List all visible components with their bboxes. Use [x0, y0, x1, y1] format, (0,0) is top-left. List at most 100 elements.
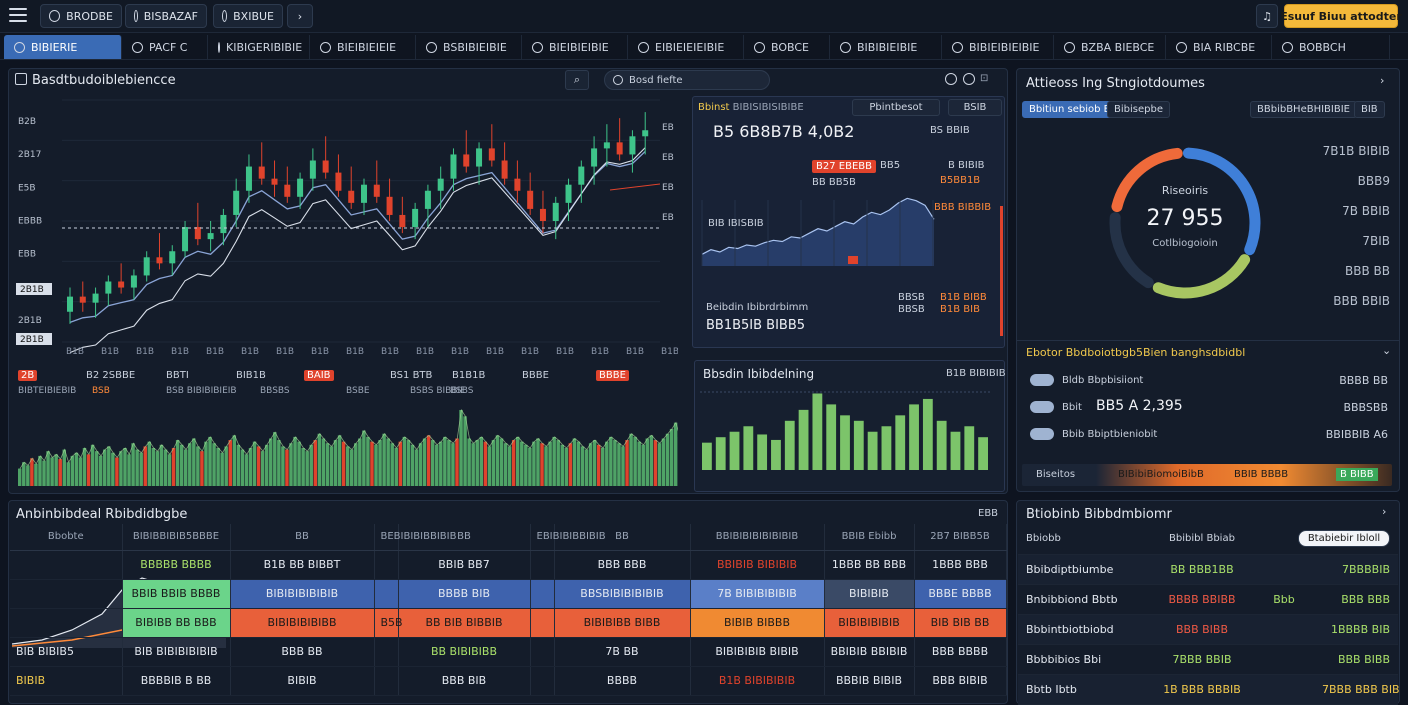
tab-3[interactable]: BIEIBIEIEIE: [310, 35, 416, 59]
volume-bar: [552, 437, 555, 486]
orders-header[interactable]: EBIBIBIBBIBIB: [530, 524, 554, 550]
orders-cell: BBIB BB7: [398, 550, 530, 579]
tab-9[interactable]: BIBIEIBIEIBIE: [942, 35, 1054, 59]
volume-bar: [67, 462, 70, 486]
donut-btn-1[interactable]: Bbitiun sebiob B: [1022, 101, 1118, 118]
orders-header[interactable]: BBIB Ebibb: [824, 524, 914, 550]
progress-label: Biseitos: [1036, 469, 1075, 480]
tab-2[interactable]: KIBIGERIBIBIE: [208, 35, 310, 59]
volume-bar: [471, 443, 474, 486]
bell-icon[interactable]: ♫: [1256, 4, 1278, 28]
bars-value: B1B BIBIBIB: [946, 368, 1006, 379]
orders-header[interactable]: 2B7 BIBB5B: [914, 524, 1006, 550]
chevron-right-icon[interactable]: ›: [1380, 74, 1384, 87]
tab-label: BOBCE: [771, 41, 809, 54]
donut-btn-3[interactable]: BBbibBHeBHIBIBIE: [1250, 101, 1357, 118]
orders-cell: BBBB: [554, 666, 690, 695]
tab-0[interactable]: BIBIERIE: [4, 35, 122, 59]
orders-header[interactable]: BIBIBBIBIB5BBBE: [122, 524, 230, 550]
candle: [629, 130, 635, 172]
volume-bar: [277, 440, 280, 486]
top-pill-3[interactable]: BXIBUE: [213, 4, 283, 28]
close-icon[interactable]: ⌄: [1382, 344, 1391, 357]
list-label: Bldb Bbpbisiiont: [1062, 375, 1143, 386]
bar: [702, 443, 712, 470]
orders-header[interactable]: Bbobte: [10, 524, 122, 550]
bars-title: Bbsdin Ibibdelning: [703, 367, 814, 381]
volume-bar: [269, 438, 272, 486]
indicator-sub-0: BIBTEIBIEBIB: [18, 386, 76, 396]
camera-icon[interactable]: [963, 73, 975, 85]
candle: [131, 269, 137, 299]
tab-12[interactable]: BOBBCH: [1272, 35, 1390, 59]
tab-1[interactable]: PACF C: [122, 35, 208, 59]
top-pill-1[interactable]: BRODBE: [40, 4, 122, 28]
tab-5[interactable]: BIEIBIEIBIE: [522, 35, 628, 59]
volume-bar: [314, 440, 317, 486]
orders-header[interactable]: BBIBIBIBIBIBIBIB: [690, 524, 824, 550]
right-header[interactable]: [1254, 524, 1314, 554]
quote-btn-1[interactable]: Pbintbesot: [852, 99, 940, 116]
tab-7[interactable]: BOBCE: [744, 35, 830, 59]
donut-btn-4[interactable]: BIB: [1354, 101, 1385, 118]
volume-bar: [212, 443, 215, 486]
orders-cell: BBIB BBIB BBBB: [122, 579, 230, 608]
volume-bar: [196, 446, 199, 486]
tab-label: BIBIEIBIEIBIE: [969, 41, 1040, 54]
donut-right-value: 7BIB: [1290, 234, 1390, 248]
list-icon: [1030, 374, 1054, 386]
tab-label: KIBIGERIBIBIE: [226, 41, 302, 54]
chevron-right-icon[interactable]: ›: [1382, 505, 1386, 518]
tab-6[interactable]: EIBIEIEIEIBIE: [628, 35, 744, 59]
volume-bar: [399, 442, 402, 486]
menu-icon[interactable]: [9, 8, 27, 22]
right-cell: BBB BBB: [1314, 584, 1398, 614]
orders-header[interactable]: BB: [230, 524, 374, 550]
list-value: BBBB BB: [1300, 374, 1388, 387]
bar: [951, 432, 961, 470]
volume-bar: [350, 450, 353, 486]
cta-button[interactable]: Esuuf Biuu attodter: [1284, 4, 1398, 28]
quote-btn-2[interactable]: BSIB: [948, 99, 1002, 116]
orders-tag: EBB: [978, 508, 998, 519]
volume-chart: [10, 398, 678, 490]
settings-icon[interactable]: [945, 73, 957, 85]
orders-header[interactable]: BEBIBIBIBBIBIB: [374, 524, 398, 550]
volume-bar: [144, 446, 147, 486]
donut-btn-2[interactable]: Bibisepbe: [1107, 101, 1170, 118]
chevron-right-icon[interactable]: ›: [287, 4, 313, 28]
indicator-5: BS1 BTB: [390, 370, 432, 381]
search-icon[interactable]: ⌕: [565, 70, 589, 90]
tab-4[interactable]: BSBIBIEIBIE: [416, 35, 522, 59]
tab-8[interactable]: BIBIBIEIBIE: [830, 35, 942, 59]
symbol-search-input[interactable]: Bosd fiefte: [604, 70, 770, 90]
right-header[interactable]: Bbiobb: [1018, 524, 1150, 554]
donut-right-value: BBB BBIB: [1290, 294, 1390, 308]
right-header[interactable]: [1314, 524, 1398, 554]
trend-line: [610, 184, 660, 190]
orders-cell: BIBIBIBB BIBB: [554, 608, 690, 637]
volume-bar: [63, 450, 66, 486]
tab-11[interactable]: BIA RIBCBE: [1166, 35, 1272, 59]
candlestick-chart[interactable]: B2B2B17E5BEBBBEBB2B1B2B1BEBEBEBEBB1BB1BB…: [10, 94, 678, 360]
x-tick: B1B: [451, 347, 469, 357]
area-fill: [702, 198, 934, 266]
right-header[interactable]: Bbibibl Bbiab: [1150, 524, 1254, 554]
donut-right-value: 7B BBIB: [1290, 204, 1390, 218]
tab-10[interactable]: BZBA BIEBCE: [1054, 35, 1166, 59]
orders-cell: [530, 608, 554, 637]
orders-cell: [374, 550, 398, 579]
top-pill-2[interactable]: BISBAZAF: [125, 4, 207, 28]
